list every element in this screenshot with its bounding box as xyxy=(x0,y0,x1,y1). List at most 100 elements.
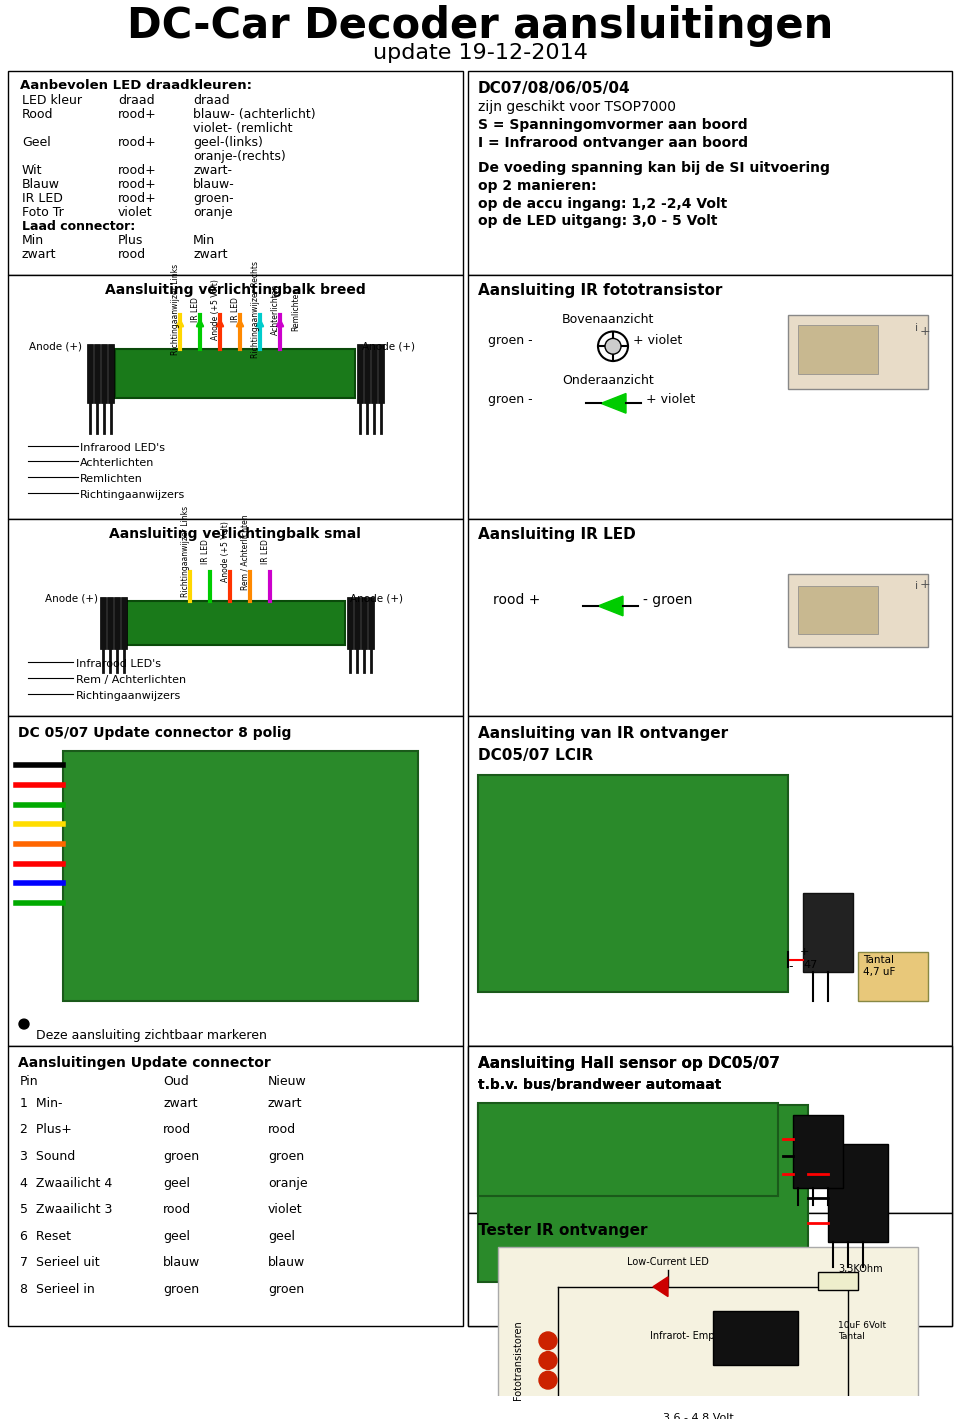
Text: Achterlichten: Achterlichten xyxy=(271,284,280,335)
Text: op 2 manieren:: op 2 manieren: xyxy=(478,179,596,193)
Text: zwart-: zwart- xyxy=(193,165,232,177)
Bar xyxy=(788,315,928,389)
Bar xyxy=(468,1046,952,1327)
Bar xyxy=(468,1213,952,1327)
Text: Rem / Achterlichten: Rem / Achterlichten xyxy=(241,514,250,590)
Text: groen: groen xyxy=(163,1149,199,1164)
Text: groen -: groen - xyxy=(488,335,533,348)
Text: groen: groen xyxy=(163,1283,199,1296)
Text: Fototransistoren: Fototransistoren xyxy=(513,1321,523,1401)
Text: 3  Sound: 3 Sound xyxy=(20,1149,75,1164)
Text: zwart: zwart xyxy=(163,1097,198,1110)
Bar xyxy=(87,345,93,403)
Bar xyxy=(357,345,363,403)
Text: zwart: zwart xyxy=(268,1097,302,1110)
Text: rood+: rood+ xyxy=(118,136,156,149)
Bar xyxy=(115,349,355,399)
Text: 6  Reset: 6 Reset xyxy=(20,1230,71,1243)
Text: rood: rood xyxy=(163,1203,191,1216)
Bar xyxy=(8,519,463,717)
Bar xyxy=(468,275,952,519)
Text: Remlichten: Remlichten xyxy=(80,474,143,484)
Text: Laad connector:: Laad connector: xyxy=(22,220,135,233)
Bar xyxy=(468,71,952,275)
Bar xyxy=(478,775,788,992)
Bar xyxy=(468,1046,952,1213)
Bar xyxy=(63,751,418,1002)
Text: rood+: rood+ xyxy=(118,192,156,206)
Text: blauw- (achterlicht): blauw- (achterlicht) xyxy=(193,108,316,122)
Text: Bovenaanzicht: Bovenaanzicht xyxy=(562,312,654,326)
Text: rood: rood xyxy=(268,1124,296,1137)
Text: i: i xyxy=(915,322,918,332)
Text: Rem / Achterlichten: Rem / Achterlichten xyxy=(76,675,186,685)
Circle shape xyxy=(605,338,621,355)
Bar xyxy=(114,597,120,650)
Text: violet- (remlicht: violet- (remlicht xyxy=(193,122,293,135)
Text: rood+: rood+ xyxy=(118,179,156,192)
Bar xyxy=(364,345,370,403)
Text: + violet: + violet xyxy=(646,393,695,406)
Text: geel: geel xyxy=(268,1230,295,1243)
Bar xyxy=(8,71,463,275)
Text: Aansluiting van IR ontvanger: Aansluiting van IR ontvanger xyxy=(478,727,728,741)
Bar xyxy=(347,597,353,650)
Text: Aansluiting Hall sensor op DC05/07: Aansluiting Hall sensor op DC05/07 xyxy=(478,1056,780,1070)
Text: violet: violet xyxy=(268,1203,302,1216)
Polygon shape xyxy=(598,596,623,616)
Text: +: + xyxy=(800,948,809,958)
Text: + violet: + violet xyxy=(633,335,683,348)
Text: Aanbevolen LED draadkleuren:: Aanbevolen LED draadkleuren: xyxy=(20,78,252,92)
Text: draad: draad xyxy=(193,95,229,108)
Text: Pin: Pin xyxy=(20,1076,38,1088)
Bar xyxy=(818,1271,858,1290)
Text: Min: Min xyxy=(193,234,215,247)
Text: geel-(links): geel-(links) xyxy=(193,136,263,149)
Text: blauw: blauw xyxy=(268,1256,305,1269)
Text: Richtingaanwijzer Links: Richtingaanwijzer Links xyxy=(181,507,190,597)
Circle shape xyxy=(598,332,628,360)
Bar xyxy=(798,325,878,373)
Text: Tantal
4,7 uF: Tantal 4,7 uF xyxy=(863,955,896,976)
Text: DC-Car Decoder aansluitingen: DC-Car Decoder aansluitingen xyxy=(127,4,833,47)
Text: Anode (+): Anode (+) xyxy=(29,342,82,352)
Bar xyxy=(368,597,374,650)
Text: groen: groen xyxy=(268,1149,304,1164)
Text: Nieuw: Nieuw xyxy=(268,1076,307,1088)
Text: Foto Tr: Foto Tr xyxy=(22,206,63,219)
Text: DC05/07 LCIR: DC05/07 LCIR xyxy=(478,748,593,762)
Bar xyxy=(713,1311,798,1365)
Text: Anode (+5 Volt): Anode (+5 Volt) xyxy=(221,521,230,582)
Text: S = Spanningomvormer aan boord: S = Spanningomvormer aan boord xyxy=(478,118,748,132)
Text: Richtingaanwijzers: Richtingaanwijzers xyxy=(80,490,185,499)
Text: IR LED: IR LED xyxy=(201,539,210,565)
Bar xyxy=(361,597,367,650)
Text: i: i xyxy=(915,582,918,592)
Bar xyxy=(8,275,463,519)
Circle shape xyxy=(539,1332,557,1349)
Text: violet: violet xyxy=(118,206,153,219)
Text: Infrarot- Empfänger: Infrarot- Empfänger xyxy=(650,1331,746,1341)
Bar xyxy=(788,573,928,647)
Circle shape xyxy=(19,1019,29,1029)
Text: Infrarood LED's: Infrarood LED's xyxy=(76,658,161,670)
Text: De voeding spanning kan bij de SI uitvoering: De voeding spanning kan bij de SI uitvoe… xyxy=(478,162,829,176)
Text: Min: Min xyxy=(22,234,44,247)
Bar xyxy=(468,519,952,717)
Text: draad: draad xyxy=(118,95,155,108)
Text: Deze aansluiting zichtbaar markeren: Deze aansluiting zichtbaar markeren xyxy=(36,1029,267,1042)
Text: Aansluiting verlichtingbalk breed: Aansluiting verlichtingbalk breed xyxy=(105,284,366,298)
Text: groen: groen xyxy=(268,1283,304,1296)
Text: Richtingaanwijzers: Richtingaanwijzers xyxy=(76,691,181,701)
Text: Anode (+5 Volt): Anode (+5 Volt) xyxy=(211,280,220,341)
Text: Low-Current LED: Low-Current LED xyxy=(627,1257,708,1267)
Bar xyxy=(8,717,463,1046)
Circle shape xyxy=(539,1371,557,1389)
Text: Plus: Plus xyxy=(118,234,143,247)
Text: rood+: rood+ xyxy=(118,108,156,122)
Text: Onderaanzicht: Onderaanzicht xyxy=(563,373,654,387)
Text: rood +: rood + xyxy=(493,593,540,607)
Text: groen -: groen - xyxy=(488,393,533,406)
Polygon shape xyxy=(653,1277,668,1297)
Text: 7  Serieel uit: 7 Serieel uit xyxy=(20,1256,100,1269)
